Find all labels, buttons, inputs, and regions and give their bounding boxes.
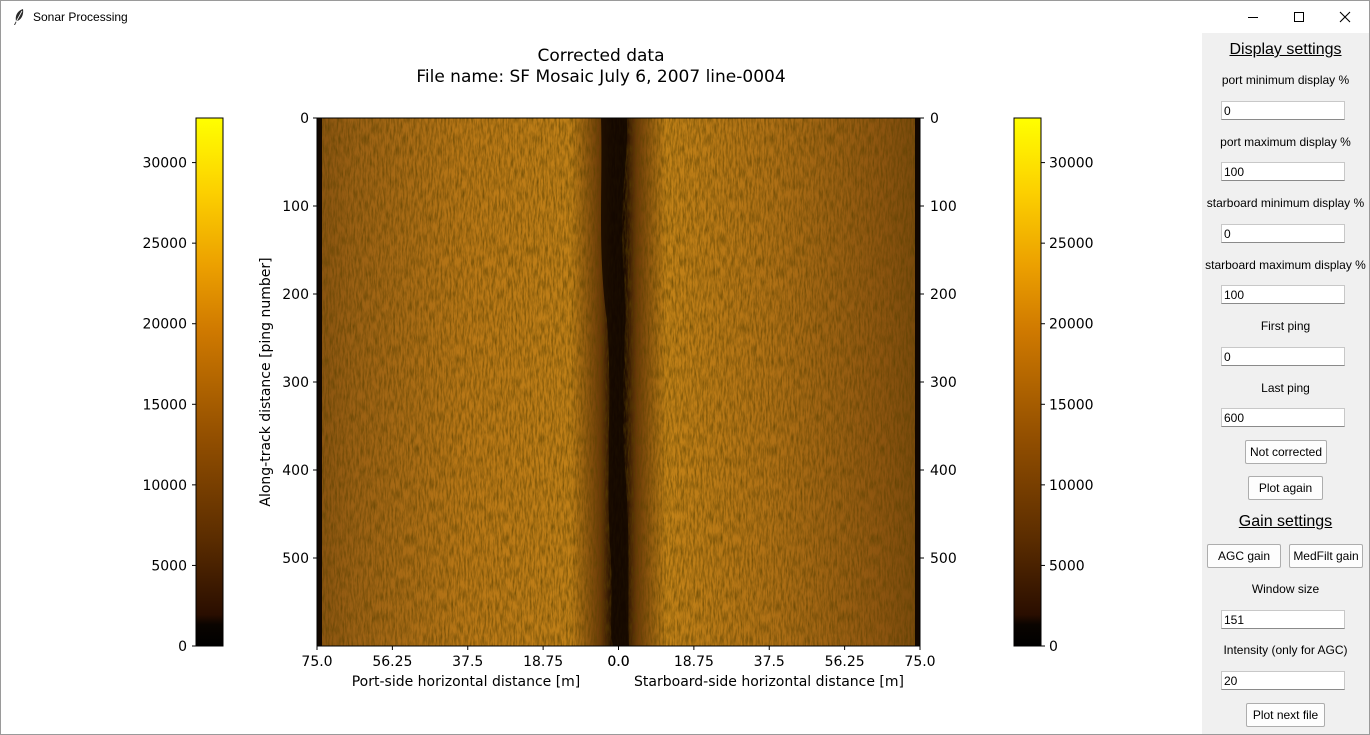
y-tick-label-right: 300 — [930, 375, 957, 391]
port-min-input[interactable] — [1221, 101, 1345, 120]
colorbar-tick-label-left: 25000 — [142, 236, 187, 252]
x-tick-label-starboard: 75.0 — [904, 654, 935, 670]
y-tick-label-left: 0 — [300, 111, 309, 127]
left-colorbar: 0 5000 10000 15000 20000 25000 30000 — [142, 117, 224, 655]
right-y-axis: 0 100 200 300 400 500 — [920, 111, 957, 567]
y-tick-label-left: 200 — [282, 287, 309, 303]
y-tick-label-left: 100 — [282, 199, 309, 215]
y-tick-label-right: 0 — [930, 111, 939, 127]
x-tick-label-port: 37.5 — [452, 654, 483, 670]
starboard-max-input[interactable] — [1221, 285, 1345, 304]
minimize-icon — [1248, 17, 1258, 18]
plot-canvas[interactable]: Corrected data File name: SF Mosaic July… — [1, 33, 1202, 734]
colorbar-tick-label-right: 0 — [1049, 639, 1058, 655]
colorbar-tick-label-right: 5000 — [1049, 558, 1085, 574]
medfilt-gain-button[interactable]: MedFilt gain — [1289, 544, 1363, 568]
colorbar-tick-label-left: 20000 — [142, 317, 187, 333]
x-tick-label-starboard: 0.0 — [607, 654, 629, 670]
colorbar-tick-label-left: 15000 — [142, 397, 187, 413]
x-tick-label-starboard: 37.5 — [754, 654, 785, 670]
maximize-button[interactable] — [1276, 1, 1322, 33]
colorbar-tick-label-left: 0 — [178, 639, 187, 655]
x-axis: 75.0 56.25 37.5 18.75 0.00.0 18.75 37.5 56.25 75… — [301, 646, 936, 670]
plot-next-file-button[interactable]: Plot next file — [1246, 703, 1325, 727]
colorbar-tick-label-right: 15000 — [1049, 397, 1094, 413]
y-tick-label-right: 400 — [930, 463, 957, 479]
display-settings-title: Display settings — [1229, 41, 1342, 58]
colorbar-tick-label-right: 30000 — [1049, 156, 1094, 172]
y-tick-label-right: 500 — [930, 551, 957, 567]
port-max-label: port maximum display % — [1220, 135, 1351, 149]
colorbar-tick-label-left: 5000 — [151, 558, 187, 574]
starboard-min-label: starboard minimum display % — [1206, 196, 1365, 210]
window-title: Sonar Processing — [33, 10, 128, 24]
port-max-input[interactable] — [1221, 162, 1345, 181]
gain-settings-title: Gain settings — [1238, 513, 1333, 530]
y-axis-label: Along-track distance [ping number] — [258, 257, 274, 506]
feather-icon — [14, 9, 24, 25]
agc-gain-button[interactable]: AGC gain — [1207, 544, 1281, 568]
x-tick-label-port: 18.75 — [523, 654, 563, 670]
colorbar-tick-label-left: 30000 — [142, 156, 187, 172]
last-ping-label: Last ping — [1261, 381, 1310, 395]
figure: Corrected data File name: SF Mosaic July… — [142, 46, 1094, 690]
x-axis-label-starboard: Starboard-side horizontal distance [m] — [634, 674, 904, 690]
x-axis-label-port: Port-side horizontal distance [m] — [352, 674, 581, 690]
y-tick-label-right: 200 — [930, 287, 957, 303]
intensity-label: Intensity (only for AGC) — [1223, 643, 1348, 657]
x-tick-label-port: 75.0 — [301, 654, 332, 670]
close-button[interactable] — [1322, 1, 1368, 33]
y-tick-label-left: 400 — [282, 463, 309, 479]
y-tick-label-left: 300 — [282, 375, 309, 391]
figure-subtitle: File name: SF Mosaic July 6, 2007 line-0… — [416, 67, 785, 87]
last-ping-input[interactable] — [1221, 408, 1345, 427]
starboard-max-label: starboard maximum display % — [1205, 258, 1366, 272]
y-tick-label-right: 100 — [930, 199, 957, 215]
plot-again-button[interactable]: Plot again — [1248, 476, 1323, 500]
colorbar-tick-label-right: 10000 — [1049, 478, 1094, 494]
window-size-label: Window size — [1251, 582, 1320, 596]
first-ping-input[interactable] — [1221, 347, 1345, 366]
port-min-label: port minimum display % — [1221, 73, 1350, 87]
close-icon — [1339, 11, 1351, 23]
sonar-image — [317, 118, 920, 646]
y-tick-label-left: 500 — [282, 551, 309, 567]
settings-panel: Display settings port minimum display % … — [1202, 33, 1369, 734]
intensity-input[interactable] — [1221, 671, 1345, 690]
x-tick-label-port: 56.25 — [372, 654, 412, 670]
right-colorbar: 0 5000 10000 15000 20000 25000 30000 — [1013, 117, 1094, 655]
x-tick-label-port: 0.0 — [607, 654, 629, 670]
title-bar[interactable]: Sonar Processing — [1, 1, 1369, 33]
minimize-button[interactable] — [1230, 1, 1276, 33]
colorbar-tick-label-right: 25000 — [1049, 236, 1094, 252]
maximize-icon — [1294, 12, 1304, 22]
colorbar-tick-label-left: 10000 — [142, 478, 187, 494]
window-size-input[interactable] — [1221, 610, 1345, 629]
first-ping-label: First ping — [1260, 319, 1311, 333]
starboard-min-input[interactable] — [1221, 224, 1345, 243]
left-y-axis: 0 100 200 300 400 500 — [282, 111, 317, 567]
x-tick-label-starboard: 18.75 — [674, 654, 714, 670]
x-tick-label-starboard: 56.25 — [825, 654, 865, 670]
figure-title: Corrected data — [538, 46, 665, 66]
not-corrected-button[interactable]: Not corrected — [1245, 440, 1327, 464]
colorbar-tick-label-right: 20000 — [1049, 317, 1094, 333]
